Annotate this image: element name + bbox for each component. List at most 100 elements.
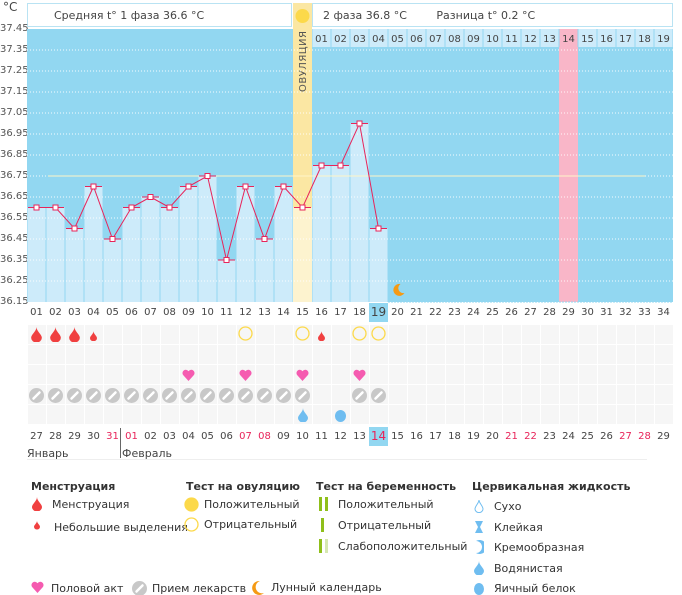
pill-icon[interactable] — [162, 388, 177, 406]
event-cell[interactable] — [179, 325, 198, 344]
watery-fluid-icon[interactable] — [297, 408, 308, 425]
event-cell[interactable] — [464, 405, 483, 424]
event-cell[interactable] — [502, 365, 521, 384]
event-cell[interactable] — [654, 385, 673, 404]
event-cell[interactable] — [540, 345, 559, 364]
event-cell[interactable] — [483, 365, 502, 384]
pill-icon[interactable] — [295, 388, 310, 406]
event-cell[interactable] — [217, 405, 236, 424]
event-cell[interactable] — [331, 385, 350, 404]
cycle-day-label[interactable]: 13 — [258, 307, 271, 318]
event-cell[interactable] — [274, 345, 293, 364]
heart-icon[interactable] — [353, 369, 366, 384]
event-cell[interactable] — [483, 345, 502, 364]
event-cell[interactable] — [616, 405, 635, 424]
event-cell[interactable] — [103, 325, 122, 344]
event-cell[interactable] — [122, 365, 141, 384]
event-cell[interactable] — [122, 405, 141, 424]
light-spotting-icon[interactable] — [318, 331, 325, 344]
cycle-day-label[interactable]: 03 — [68, 307, 81, 318]
event-cell[interactable] — [84, 345, 103, 364]
event-cell[interactable] — [540, 325, 559, 344]
event-cell[interactable] — [540, 405, 559, 424]
event-cell[interactable] — [483, 325, 502, 344]
event-cell[interactable] — [445, 385, 464, 404]
ovulation-test-negative-icon[interactable] — [238, 326, 253, 344]
cycle-day-label[interactable]: 33 — [638, 307, 651, 318]
event-cell[interactable] — [312, 405, 331, 424]
event-cell[interactable] — [502, 385, 521, 404]
event-cell[interactable] — [578, 405, 597, 424]
event-cell[interactable] — [84, 405, 103, 424]
pill-icon[interactable] — [257, 388, 272, 406]
event-cell[interactable] — [597, 365, 616, 384]
event-cell[interactable] — [502, 345, 521, 364]
event-cell[interactable] — [521, 365, 540, 384]
event-cell[interactable] — [388, 345, 407, 364]
event-cell[interactable] — [103, 405, 122, 424]
cycle-day-label[interactable]: 14 — [277, 307, 290, 318]
event-cell[interactable] — [160, 325, 179, 344]
event-cell[interactable] — [616, 325, 635, 344]
cycle-day-label[interactable]: 09 — [182, 307, 195, 318]
event-cell[interactable] — [426, 405, 445, 424]
pill-icon[interactable] — [48, 388, 63, 406]
event-cell[interactable] — [407, 345, 426, 364]
event-cell[interactable] — [559, 365, 578, 384]
event-cell[interactable] — [654, 405, 673, 424]
cycle-day-label[interactable]: 07 — [144, 307, 157, 318]
cycle-day-label[interactable]: 06 — [125, 307, 138, 318]
event-cell[interactable] — [369, 365, 388, 384]
event-cell[interactable] — [369, 405, 388, 424]
event-cell[interactable] — [407, 365, 426, 384]
event-cell[interactable] — [274, 365, 293, 384]
event-cell[interactable] — [331, 365, 350, 384]
pill-icon[interactable] — [105, 388, 120, 406]
event-cell[interactable] — [27, 405, 46, 424]
event-cell[interactable] — [464, 385, 483, 404]
event-cell[interactable] — [654, 365, 673, 384]
event-cell[interactable] — [141, 405, 160, 424]
event-cell[interactable] — [46, 345, 65, 364]
event-cell[interactable] — [84, 365, 103, 384]
pill-icon[interactable] — [276, 388, 291, 406]
event-cell[interactable] — [635, 365, 654, 384]
event-cell[interactable] — [198, 325, 217, 344]
cycle-day-label[interactable]: 08 — [163, 307, 176, 318]
event-cell[interactable] — [635, 405, 654, 424]
event-cell[interactable] — [388, 365, 407, 384]
event-cell[interactable] — [559, 325, 578, 344]
cycle-day-label[interactable]: 01 — [30, 307, 43, 318]
event-cell[interactable] — [426, 345, 445, 364]
event-cell[interactable] — [483, 405, 502, 424]
event-cell[interactable] — [578, 365, 597, 384]
ovulation-test-negative-icon[interactable] — [295, 326, 310, 344]
heart-icon[interactable] — [239, 369, 252, 384]
event-cell[interactable] — [464, 345, 483, 364]
event-cell[interactable] — [141, 365, 160, 384]
event-cell[interactable] — [293, 345, 312, 364]
event-cell[interactable] — [331, 325, 350, 344]
pill-icon[interactable] — [181, 388, 196, 406]
event-cell[interactable] — [407, 405, 426, 424]
cycle-day-label[interactable]: 16 — [315, 307, 328, 318]
event-cell[interactable] — [597, 405, 616, 424]
cycle-day-label[interactable]: 28 — [543, 307, 556, 318]
cycle-day-label[interactable]: 17 — [334, 307, 347, 318]
cycle-day-label[interactable]: 04 — [87, 307, 100, 318]
event-cell[interactable] — [122, 345, 141, 364]
event-cell[interactable] — [274, 325, 293, 344]
cycle-day-label[interactable]: 34 — [657, 307, 670, 318]
event-cell[interactable] — [331, 345, 350, 364]
event-cell[interactable] — [369, 345, 388, 364]
pill-icon[interactable] — [143, 388, 158, 406]
event-cell[interactable] — [654, 345, 673, 364]
event-cell[interactable] — [217, 365, 236, 384]
event-cell[interactable] — [521, 405, 540, 424]
pill-icon[interactable] — [200, 388, 215, 406]
event-cell[interactable] — [426, 365, 445, 384]
pill-icon[interactable] — [67, 388, 82, 406]
pill-icon[interactable] — [219, 388, 234, 406]
event-cell[interactable] — [654, 325, 673, 344]
event-cell[interactable] — [255, 365, 274, 384]
